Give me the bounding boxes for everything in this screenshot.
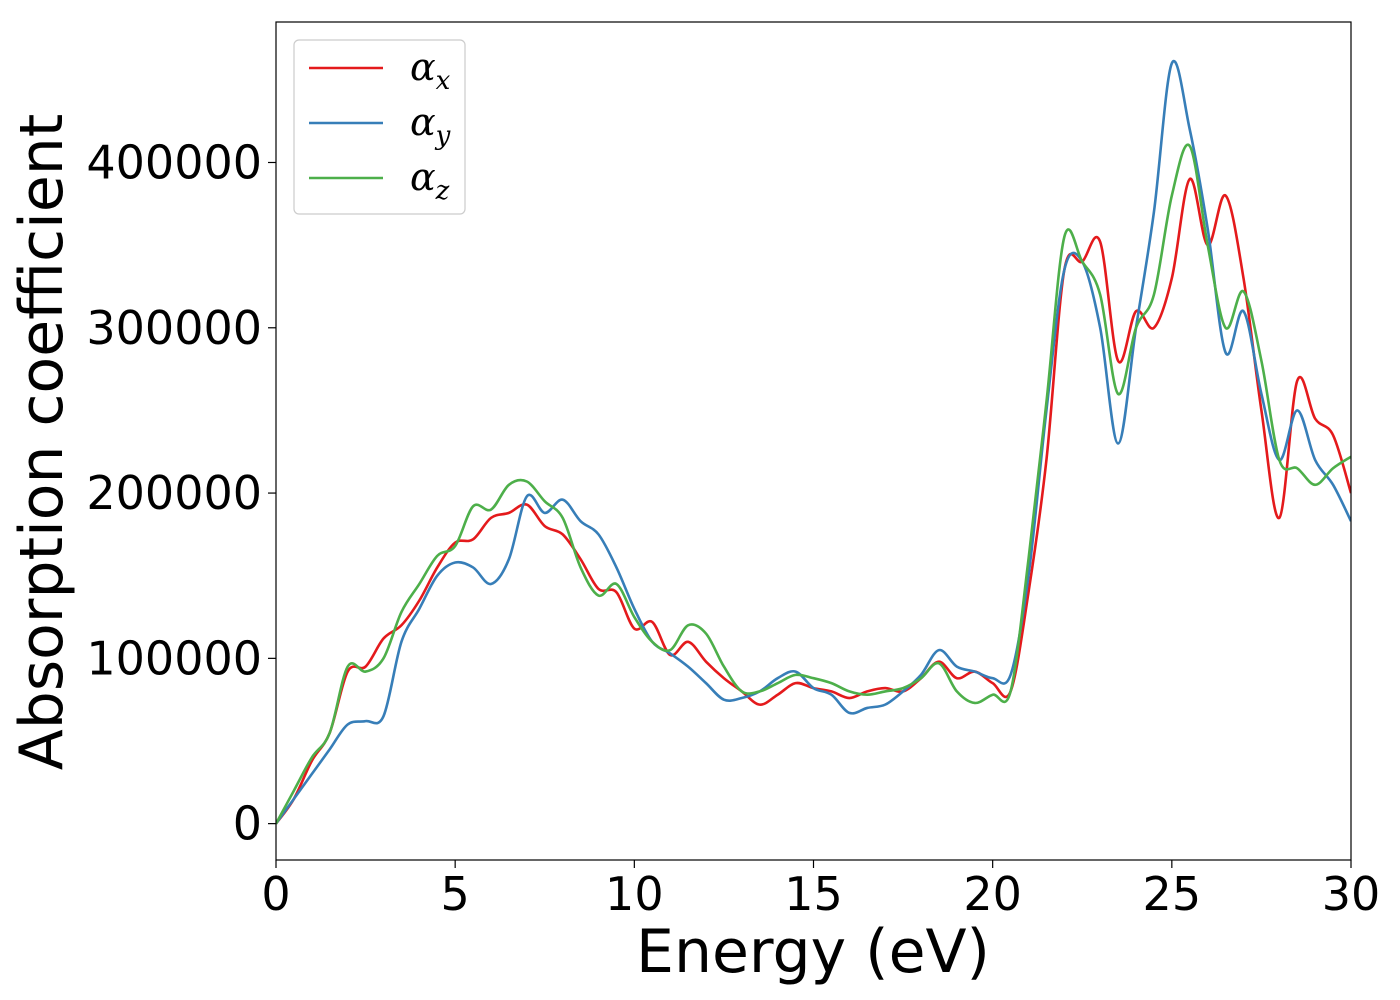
- y-axis-ticks: 0 100000 200000 300000 400000: [86, 135, 276, 851]
- x-axis-ticks: 0 5 10 15 20 25 30: [261, 860, 1380, 921]
- x-tick-label: 5: [441, 867, 470, 921]
- series-line-x: [276, 177, 1351, 825]
- x-tick-label: 0: [261, 867, 290, 921]
- series-lines: [276, 59, 1351, 825]
- legend-box: [293, 39, 466, 215]
- y-tick-label: 200000: [86, 466, 262, 520]
- y-tick-label: 0: [233, 797, 262, 851]
- legend-label-y: αy: [410, 100, 451, 151]
- x-tick-label: 20: [963, 867, 1022, 921]
- legend-label-x: αx: [410, 45, 451, 96]
- y-tick-label: 400000: [86, 135, 262, 189]
- x-axis-label: Energy (eV): [636, 917, 990, 987]
- x-tick-label: 15: [784, 867, 843, 921]
- x-tick-label: 25: [1143, 867, 1202, 921]
- x-tick-label: 30: [1322, 867, 1381, 921]
- legend-label-z: αz: [410, 155, 450, 206]
- y-axis-label: Absorption coefficient: [7, 114, 77, 771]
- y-tick-label: 100000: [86, 631, 262, 685]
- series-line-y: [276, 59, 1351, 825]
- y-tick-label: 300000: [86, 301, 262, 355]
- x-tick-label: 10: [605, 867, 664, 921]
- series-line-z: [276, 143, 1351, 825]
